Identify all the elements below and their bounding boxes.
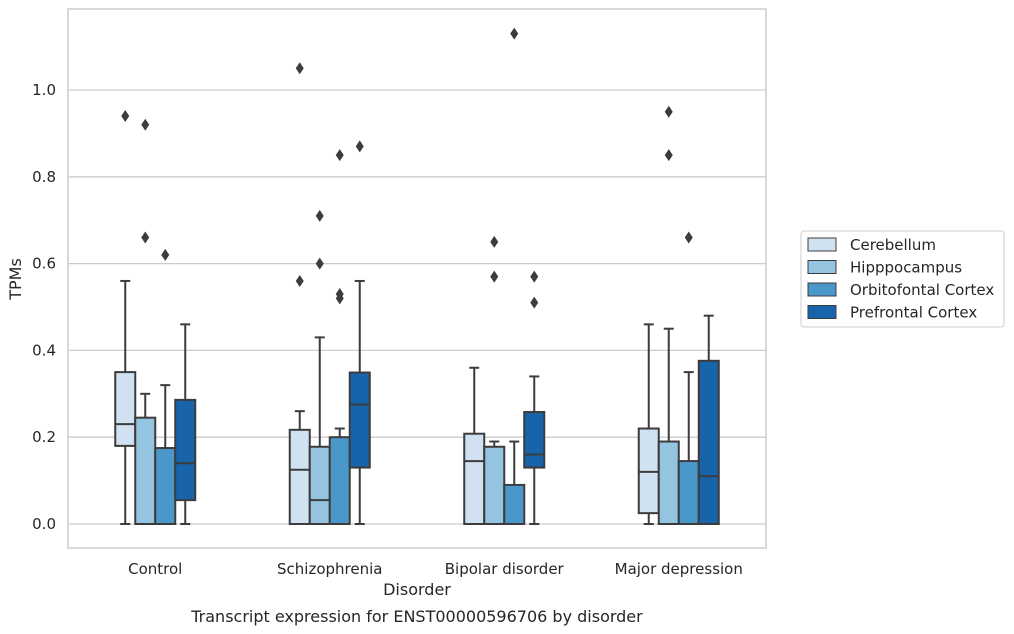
box-orbitofontal-cortex [154, 248, 177, 525]
outlier-point [295, 274, 304, 287]
legend-swatch [807, 237, 837, 252]
box [677, 460, 700, 526]
box [657, 440, 680, 526]
outlier-point [295, 62, 304, 75]
box-prefrontal-cortex [523, 270, 546, 525]
box [463, 432, 486, 525]
outlier-point [141, 231, 150, 244]
box [174, 398, 197, 502]
outlier-point [530, 296, 539, 309]
box [308, 445, 331, 525]
outlier-point [121, 110, 130, 123]
box [483, 445, 506, 525]
box [328, 436, 351, 526]
outlier-point [141, 118, 150, 131]
outlier-point [315, 209, 324, 222]
box-hipppocampus [483, 235, 506, 525]
x-tick-label: Bipolar disorder [445, 560, 565, 578]
y-tick-label: 0.4 [32, 341, 56, 359]
box [503, 483, 526, 526]
x-tick-label: Schizophrenia [277, 560, 382, 578]
outlier-point [490, 270, 499, 283]
box [697, 359, 720, 526]
x-tick-label: Major depression [615, 560, 743, 578]
y-tick-label: 0.8 [32, 168, 56, 186]
box-orbitofontal-cortex [503, 27, 526, 526]
box [288, 428, 311, 525]
box [134, 416, 157, 526]
outlier-point [684, 231, 693, 244]
y-axis-title: TPMs [6, 258, 25, 301]
box-cerebellum [288, 62, 311, 525]
outlier-point [315, 257, 324, 270]
y-tick-label: 0.0 [32, 515, 56, 533]
legend: Cerebellum Hipppocampus Orbitofontal Corte… [800, 230, 1005, 328]
outlier-point [335, 149, 344, 162]
x-tick-label: Control [128, 560, 182, 578]
box-cerebellum [114, 110, 137, 525]
y-axis-ticks: 0.0 0.2 0.4 0.6 0.8 1.0 [32, 81, 56, 533]
legend-label: Orbitofontal Cortex [850, 281, 994, 299]
box-cerebellum [463, 366, 486, 525]
x-axis-ticks: Control Schizophrenia Bipolar disorder Majo… [128, 560, 743, 578]
box [154, 447, 177, 525]
box-prefrontal-cortex [348, 140, 371, 525]
outlier-point [510, 27, 519, 40]
box-hipppocampus [134, 118, 157, 526]
box-prefrontal-cortex [697, 314, 720, 526]
box-cerebellum [637, 323, 660, 525]
outlier-point [161, 248, 170, 261]
box [637, 427, 660, 515]
box [114, 371, 137, 447]
legend-swatch [807, 282, 837, 297]
outlier-point [335, 292, 344, 305]
legend-frame [800, 230, 1005, 328]
y-tick-label: 0.6 [32, 255, 56, 273]
y-tick-label: 0.2 [32, 428, 56, 446]
legend-label: Hipppocampus [850, 259, 962, 277]
legend-swatch [807, 260, 837, 274]
box-prefrontal-cortex [174, 323, 197, 525]
box-orbitofontal-cortex [677, 231, 700, 526]
legend-label: Prefrontal Cortex [850, 304, 977, 322]
legend-label: Cerebellum [850, 236, 936, 254]
box-hipppocampus [657, 105, 680, 526]
x-axis-title: Disorder [383, 580, 451, 599]
boxplots [114, 27, 720, 526]
box [523, 411, 546, 469]
plot-frame [67, 8, 767, 549]
outlier-point [664, 105, 673, 118]
legend-swatch [807, 305, 837, 319]
outlier-point [530, 270, 539, 283]
outlier-point [490, 235, 499, 248]
box [348, 371, 371, 469]
outlier-point [355, 140, 364, 153]
y-tick-label: 1.0 [32, 81, 56, 99]
outlier-point [664, 149, 673, 162]
figure-caption: Transcript expression for ENST0000059670… [190, 607, 643, 626]
box-orbitofontal-cortex [328, 149, 351, 526]
